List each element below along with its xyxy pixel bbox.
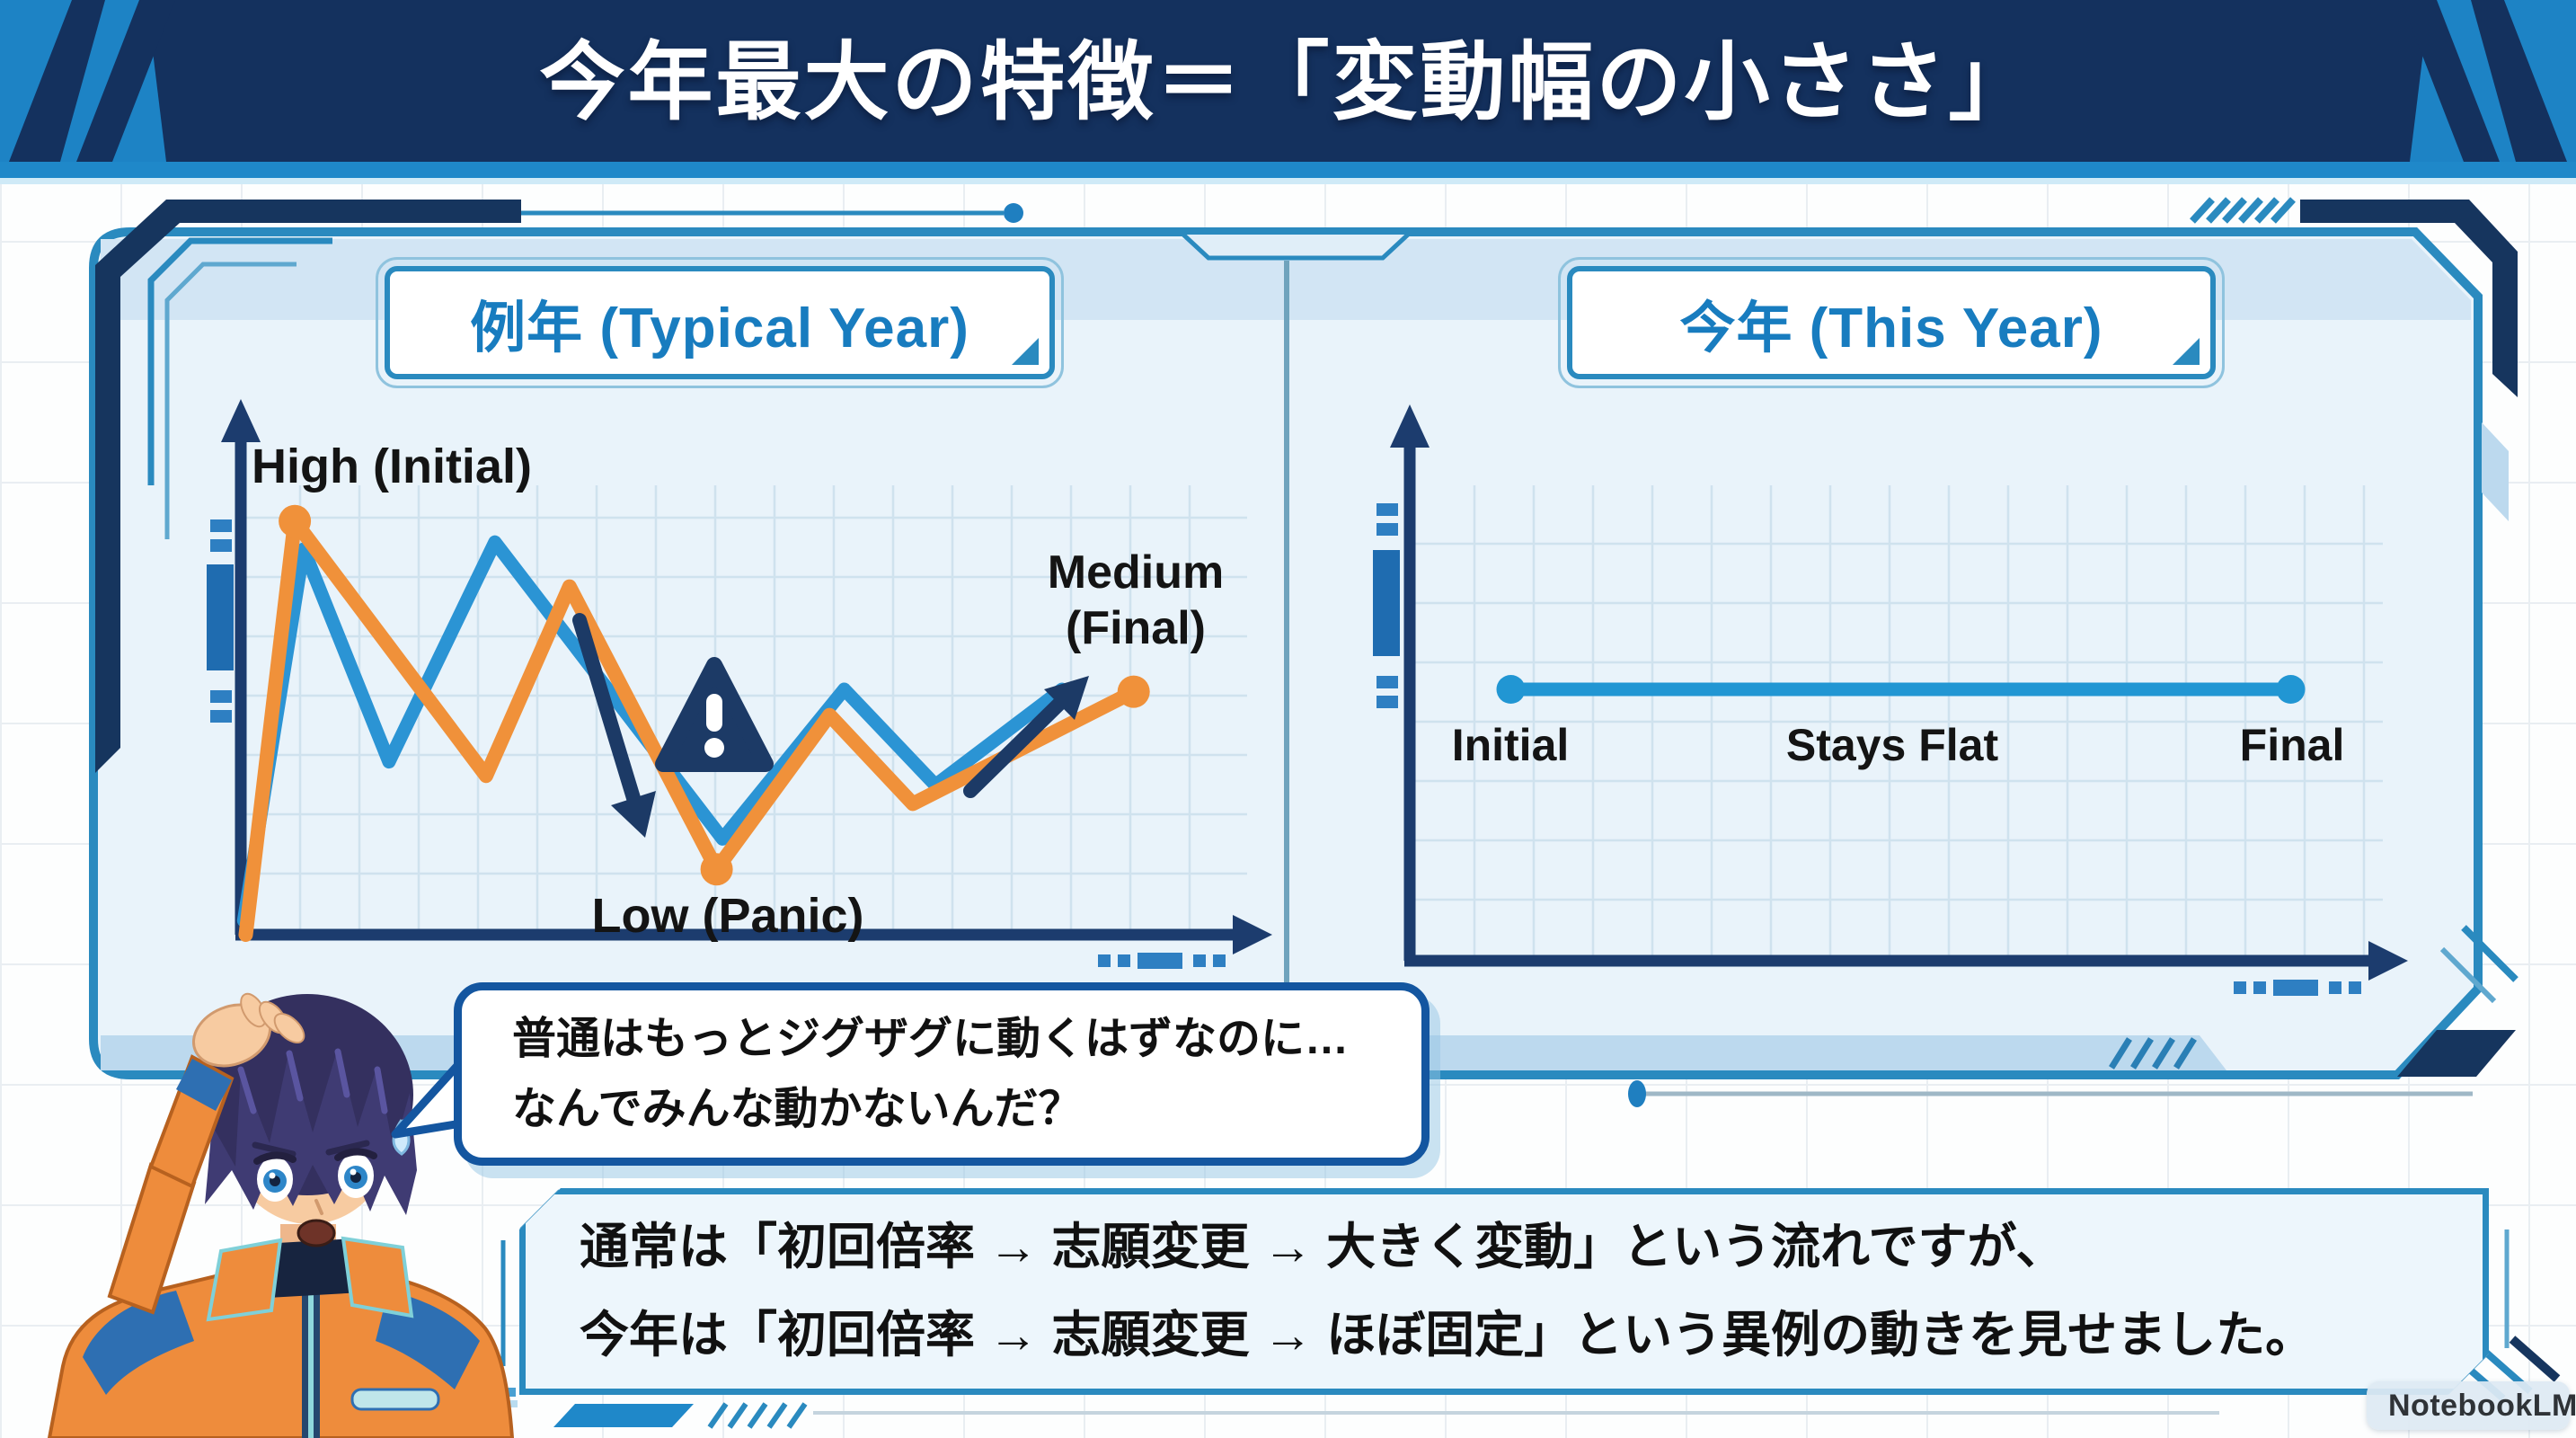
sweat-drop-icon	[392, 1119, 411, 1156]
header-notch	[1182, 233, 1410, 261]
panel-title-typical-label: 例年 (Typical Year)	[470, 297, 969, 360]
typical-orange-marker	[700, 853, 733, 886]
axis-tick-decor	[207, 503, 2361, 996]
summary-line-2: 今年は「初回倍率 → 志願変更 → ほぼ固定」という異例の動きを見せました。	[580, 1307, 2315, 1363]
notebooklm-badge: NotebookLM	[2367, 1381, 2576, 1430]
typical-orange-marker	[279, 504, 312, 537]
speech-line-1: 普通はもっとジグザグに動くはずなのに…	[512, 1014, 1350, 1063]
chart-axes	[221, 399, 2408, 981]
top-dot-accent	[1004, 203, 1023, 223]
flat-blue-marker	[1496, 675, 1526, 704]
panel-title-this-year: 今年 (This Year)	[1558, 257, 2225, 388]
notebooklm-label: NotebookLM	[2388, 1388, 2576, 1423]
label-stays-flat: Stays Flat	[1785, 720, 1999, 770]
hatch-icon-bottom-strip	[707, 1402, 808, 1429]
label-low-panic: Low (Panic)	[591, 889, 864, 943]
panel-title-this-label: 今年 (This Year)	[1679, 297, 2103, 360]
warning-icon	[655, 657, 774, 772]
flat-blue-marker	[2276, 675, 2306, 704]
hatch-icon-top-right	[2190, 197, 2296, 224]
typical-orange-marker	[1117, 675, 1150, 708]
down-trend-arrow	[572, 613, 641, 805]
footer-hatch-icon	[2109, 1037, 2197, 1070]
label-final: Final	[2239, 720, 2345, 770]
corner-accent-top-right	[2300, 200, 2518, 397]
corner-accent-bottom-right	[2397, 1030, 2516, 1077]
speech-bubble: 普通はもっとジグザグに動くはずなのに… なんでみんな動かないんだ？	[454, 982, 1430, 1166]
label-high-initial: High (Initial)	[252, 439, 532, 493]
page-title: 今年最大の特徴＝「変動幅の小ささ」	[539, 35, 2037, 130]
up-trend-arrow	[963, 696, 1067, 798]
jacket-pocket	[350, 1388, 440, 1411]
panel-title-typical-year: 例年 (Typical Year)	[376, 257, 1064, 388]
speech-line-2: なんでみんな動かないんだ？	[512, 1085, 1083, 1133]
summary-line-1: 通常は「初回倍率 → 志願変更 → 大きく変動」という流れですが、	[580, 1219, 2066, 1275]
typical-blue	[236, 535, 1069, 928]
label-initial: Initial	[1451, 720, 1570, 770]
label-medium-final: Medium (Final)	[1047, 546, 1225, 655]
summary-box: 通常は「初回倍率 → 志願変更 → 大きく変動」という流れですが、 今年は「初回…	[519, 1188, 2489, 1395]
bottom-dot-accent	[1628, 1080, 1646, 1107]
series-this-year	[1496, 675, 2306, 704]
